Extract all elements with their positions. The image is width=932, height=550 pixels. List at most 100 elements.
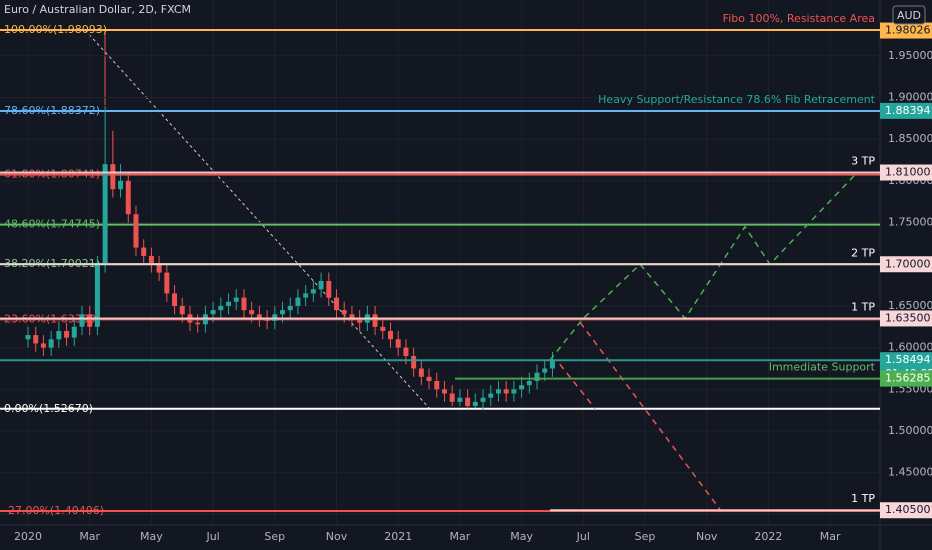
candle-body [357, 318, 363, 323]
candle-body [233, 297, 239, 302]
price-tag-label: 1.70000 [885, 257, 931, 270]
candle-body [457, 397, 463, 402]
candle-body [303, 293, 309, 298]
x-tick-label: Jul [576, 530, 590, 543]
x-tick-label: 2020 [14, 530, 42, 543]
candle-body [488, 393, 494, 398]
x-tick-label: Mar [820, 530, 841, 543]
candle-body [156, 264, 162, 273]
price-tag [880, 310, 932, 327]
annotation: Immediate Support [769, 361, 876, 374]
candle-body [534, 372, 540, 381]
candle-body [326, 280, 332, 298]
candle-body [133, 214, 139, 248]
candle-body [380, 326, 386, 331]
fib-label: 78.60%(1.88372) [4, 104, 100, 117]
candle-body [110, 164, 116, 190]
candle-body [318, 280, 324, 290]
price-tag [880, 502, 932, 519]
candle-body [465, 397, 471, 407]
candle-body [256, 314, 262, 319]
annotation: 2 TP [851, 246, 875, 259]
candle-body [310, 289, 316, 294]
currency-badge[interactable] [892, 5, 926, 25]
price-tag [880, 102, 932, 119]
candle-body [118, 180, 124, 190]
price-tag-label: 1.63500 [885, 311, 931, 324]
candle-body [241, 297, 247, 311]
annotation: 1 TP [851, 492, 875, 505]
candle-body [411, 355, 417, 369]
annotation: 1 TP [851, 300, 875, 313]
price-tag-label: 1.56285 [885, 372, 931, 385]
candle-body [179, 305, 185, 315]
candle-body [195, 322, 201, 325]
candle-body [172, 293, 178, 306]
candle-body [503, 389, 509, 394]
price-tag-label: 1.58494 [885, 353, 931, 366]
candle-body [164, 272, 170, 294]
candle-body [33, 335, 39, 344]
annotation: Heavy Support/Resistance 78.6% Fib Retra… [598, 93, 876, 106]
x-tick-label: Mar [79, 530, 100, 543]
x-tick-label: Nov [326, 530, 348, 543]
candle-body [94, 264, 100, 327]
candle-body [264, 318, 270, 321]
candle-body [387, 330, 393, 340]
candle-body [295, 297, 301, 306]
candle-body [480, 397, 486, 402]
candle-body [418, 368, 424, 377]
candle-body [218, 305, 224, 311]
price-tags: 1.98026 1.88394 1.81000 1.70000 1.63500 1.584… [0, 12, 932, 519]
chart-title: Euro / Australian Dollar, 2D, FXCM [4, 3, 191, 16]
candle-body [549, 360, 555, 369]
candle-body [40, 343, 46, 348]
candle-body [48, 339, 54, 348]
candle-body [334, 297, 340, 311]
candle-body [511, 389, 517, 394]
candle-body [125, 180, 131, 215]
fib-label: 48.60%(1.74745) [4, 218, 100, 231]
x-tick-label: May [140, 530, 163, 543]
candle-body [519, 385, 525, 390]
fib-label: 0.00%(1.52670) [4, 402, 93, 415]
x-tick-label: Mar [450, 530, 471, 543]
projection-path [579, 322, 721, 510]
y-tick-label: 1.85000 [888, 132, 932, 145]
candle-body [280, 310, 286, 315]
y-tick-label: 1.75000 [888, 216, 932, 229]
x-tick-label: 2022 [754, 530, 782, 543]
candle-body [403, 347, 409, 356]
candle-body [25, 335, 31, 340]
fib-trend-line [84, 29, 431, 410]
candle-body [102, 164, 108, 265]
fib-label: -27.00%(1.40406) [4, 504, 104, 517]
candle-body [287, 305, 293, 311]
candle-body [349, 314, 355, 319]
x-tick-label: May [510, 530, 533, 543]
price-tag-label: 1.98026 [885, 24, 931, 37]
candle-body [372, 314, 378, 327]
price-tag [880, 256, 932, 273]
candle-body [341, 310, 347, 315]
price-tag-label: 1.88394 [885, 104, 931, 117]
candle-body [449, 393, 455, 402]
x-tick-label: Nov [696, 530, 718, 543]
fib-label: 100.00%(1.98093) [4, 23, 107, 36]
candle-body [434, 380, 440, 390]
candle-body [87, 314, 93, 327]
y-tick-label: 1.90000 [888, 90, 932, 103]
price-tag-label: 1.40500 [885, 503, 931, 516]
price-tag [880, 370, 932, 387]
candle-body [64, 330, 70, 338]
price-tag [880, 164, 932, 181]
candle-body [441, 389, 447, 394]
candle-body [141, 247, 147, 256]
fib-label: 61.80%(1.80741) [4, 168, 100, 181]
y-tick-label: 1.95000 [888, 49, 932, 62]
candle-body [249, 310, 255, 315]
y-tick-label: 1.60000 [888, 341, 932, 354]
annotation: Fibo 100%, Resistance Area [723, 12, 875, 25]
